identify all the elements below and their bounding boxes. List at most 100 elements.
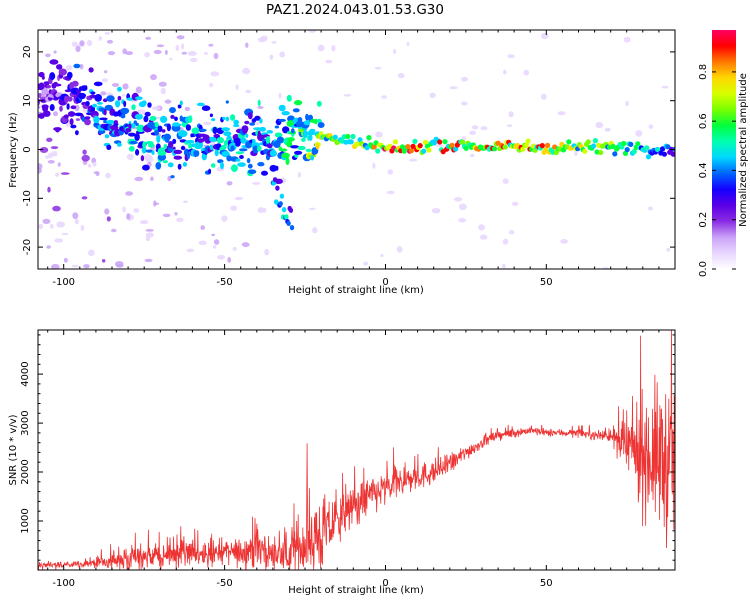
spectrogram-ridge-cell [269,164,278,172]
spectrogram-ridge-cell [63,114,69,119]
spectrogram-noise-cell [226,181,233,186]
spectrogram-ridge-cell [99,117,108,121]
spectrogram-ridge-cell [179,100,183,106]
spectrogram-ridge-cell [408,148,414,154]
spectrogram-ridge-cell [316,100,322,107]
spectrogram-noise-cell [65,64,73,71]
spectrogram-ridge-cell [167,162,174,168]
colorbar: 0.0 0.2 0.4 0.6 0.8 Normalized spectral ampl… [698,30,749,277]
spectrogram-ridge-cell [106,119,115,125]
spectrogram-noise-cell [38,223,44,230]
spectrogram-noise-cell [139,220,149,225]
spectrogram-noise-cell [211,233,216,237]
spectrogram-noise-cell [122,206,127,213]
spectrogram-noise-cell [397,73,405,79]
spectrogram-ridge-cell [160,115,168,123]
spectrogram-ridge-cell [113,122,119,127]
spectrogram-noise-cell [135,86,142,94]
spectrogram-noise-cell [125,191,133,196]
spectrogram-noise-cell [125,51,133,56]
spectrogram-noise-cell [523,69,530,76]
spectrogram-ridge-cell [644,145,650,151]
spectrogram-noise-cell [71,264,79,268]
spectrogram-ridge-cell [297,117,303,123]
spectrogram-ridge-cell [90,91,96,95]
spectrogram-ridge-cell [412,138,418,144]
spectrogram-noise-cell [478,224,485,231]
spectrogram-noise-cell [145,36,152,40]
spectrogram-ridge-cell [43,110,51,117]
spectrogram-noise-cell [87,163,92,168]
spectrogram-noise-cell [47,186,51,193]
spectrogram-noise-cell [126,153,134,160]
spectrogram-ridge-cell [665,144,671,150]
spectrogram-ridge-cell [442,139,448,145]
spectrogram-ridge-cell [286,94,292,102]
spectrogram-noise-cell [121,94,126,97]
spectrogram-ridge-cell [281,111,290,116]
snr-frame [37,329,676,571]
spectrogram-noise-cell [541,32,549,40]
spectrogram-noise-cell [126,213,131,220]
spectrogram-ridge-cell [539,143,545,149]
spectrogram-ridge-cell [309,128,316,133]
spectrogram-ridge-cell [78,93,86,100]
spectrogram-ridge-cell [93,115,100,124]
spectrogram-noise-cell [458,218,467,223]
spectrogram-noise-cell [511,201,519,206]
spectrogram-ridge-cell [453,146,459,152]
snr-x-axis-label: Height of straight line (km) [288,585,424,596]
spectrogram-ridge-cell [147,102,152,108]
spectrogram-ridge-cell [294,100,303,106]
spectrogram-noise-cell [48,152,53,159]
colorbar-gradient [712,30,736,269]
spectrogram-ridge-cell [332,134,338,140]
spectrogram-noise-cell [574,150,578,157]
spectrogram-noise-cell [169,57,173,61]
spectrogram-ridge-cell [249,122,256,126]
spectrogram-noise-cell [80,224,85,231]
spectrogram-ridge-cell [49,104,55,111]
spectrogram-ridge-cell [247,163,253,169]
spectrogram-x-tick-label: -50 [216,277,232,288]
spectrogram-noise-cell [308,30,317,33]
spectrogram-ridge-cell [314,118,318,125]
spectrogram-ridge-cell [545,142,551,148]
spectrogram-noise-cell [164,49,168,56]
spectrogram-ridge-cell [64,95,69,104]
spectrogram-noise-cell [51,151,58,157]
spectrogram-noise-cell [102,259,106,263]
spectrogram-noise-cell [60,172,70,175]
spectrogram-ridge-cell [49,59,59,65]
snr-x-tick-label: 0 [382,578,388,589]
spectrogram-noise-cell [63,257,68,263]
spectrogram-ridge-cell [149,115,157,122]
spectrogram-ridge-cell [245,141,253,149]
spectrogram-y-tick-label: 10 [22,94,33,107]
spectrogram-noise-cell [153,49,162,55]
spectrogram-noise-cell [241,242,250,248]
spectrogram-noise-cell [232,246,237,251]
spectrogram-x-tick-label: -100 [52,277,75,288]
spectrogram-ridge-cell [148,142,155,148]
colorbar-tick-label: 0.0 [698,261,709,277]
spectrogram-noise-cell [209,82,214,88]
spectrogram-ridge-cell [135,122,139,127]
spectrogram-branch-cell [272,177,278,183]
spectrogram-ridge-cell [449,142,455,148]
spectrogram-noise-cell [245,89,252,94]
spectrogram-ridge-cell [345,133,351,140]
spectrogram-ridge-cell [84,116,91,120]
spectrogram-branch-cell [284,214,289,220]
spectrogram-ridge-cell [177,163,182,170]
spectrogram-noise-cell [105,172,111,179]
spectrogram-ridge-cell [291,133,295,137]
spectrogram-noise-cell [279,51,286,58]
spectrogram-noise-cell [560,239,568,244]
spectrogram-noise-cell [53,111,58,117]
spectrogram-ridge-cell [460,139,466,145]
spectrogram-ridge-cell [585,139,591,145]
spectrogram-noise-cell [363,261,369,266]
